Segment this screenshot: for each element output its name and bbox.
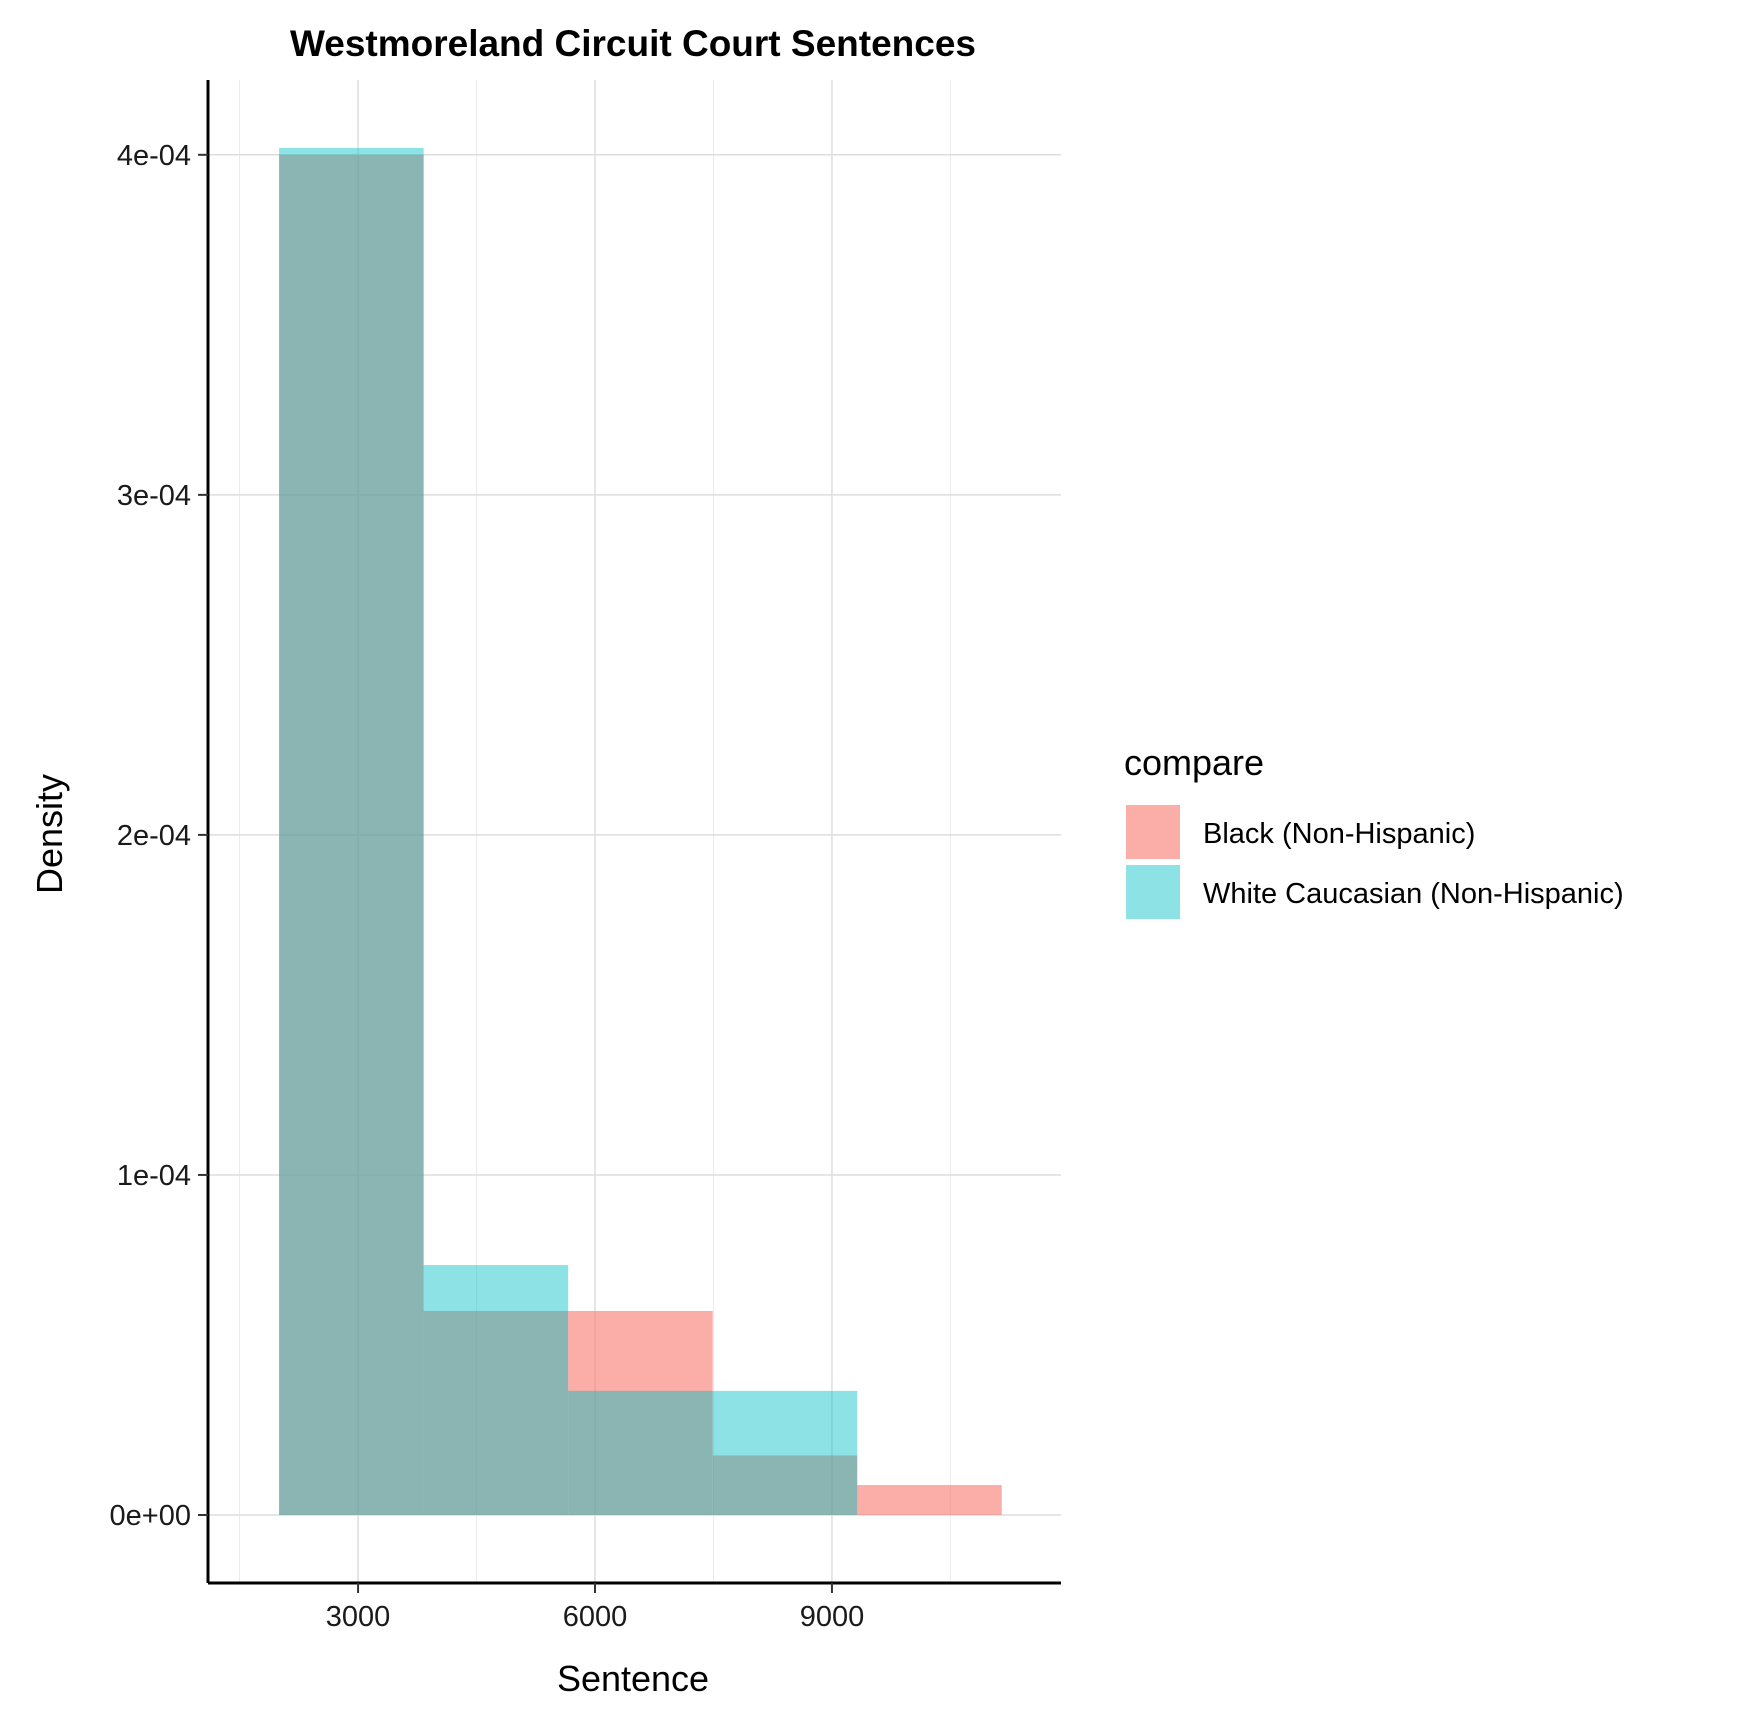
- legend: compare Black (Non-Hispanic) White Caucas…: [1124, 742, 1624, 919]
- x-axis-label: Sentence: [557, 1658, 709, 1699]
- bar-series1-bin1: [423, 1265, 569, 1515]
- bar-series1-bin2: [568, 1390, 713, 1515]
- y-tick-label: 3e-04: [117, 480, 191, 512]
- bar-series1-bin0: [279, 148, 424, 1515]
- chart-title: Westmoreland Circuit Court Sentences: [290, 23, 976, 64]
- bar-series0-bin1: [423, 1310, 569, 1515]
- tick-labels: 3000 6000 9000 0e+00 1e-04 2e-04 3e-04 4e-04: [110, 140, 865, 1633]
- legend-key-swatch: [1126, 865, 1180, 919]
- axes: [198, 80, 1061, 1593]
- x-tick-label: 9000: [800, 1601, 865, 1633]
- bar-series0-bin4: [857, 1485, 1002, 1515]
- legend-title: compare: [1124, 742, 1264, 783]
- legend-key-swatch: [1126, 805, 1180, 859]
- legend-key-bg: [1126, 865, 1180, 919]
- y-tick-label: 0e+00: [110, 1500, 191, 1532]
- legend-entry-label: White Caucasian (Non-Hispanic): [1203, 878, 1624, 910]
- y-axis-label: Density: [29, 774, 70, 894]
- x-tick-label: 3000: [326, 1601, 391, 1633]
- y-tick-label: 4e-04: [117, 140, 191, 172]
- bar-series0-bin3: [712, 1455, 858, 1515]
- histogram-bars: [279, 148, 1002, 1515]
- legend-entry-label: Black (Non-Hispanic): [1203, 818, 1475, 850]
- bar-series0-bin0: [279, 154, 424, 1515]
- x-tick-label: 6000: [563, 1601, 628, 1633]
- bar-series1-bin3: [712, 1390, 858, 1515]
- bar-series0-bin2: [568, 1310, 713, 1515]
- y-tick-label: 1e-04: [117, 1160, 191, 1192]
- y-tick-label: 2e-04: [117, 820, 191, 852]
